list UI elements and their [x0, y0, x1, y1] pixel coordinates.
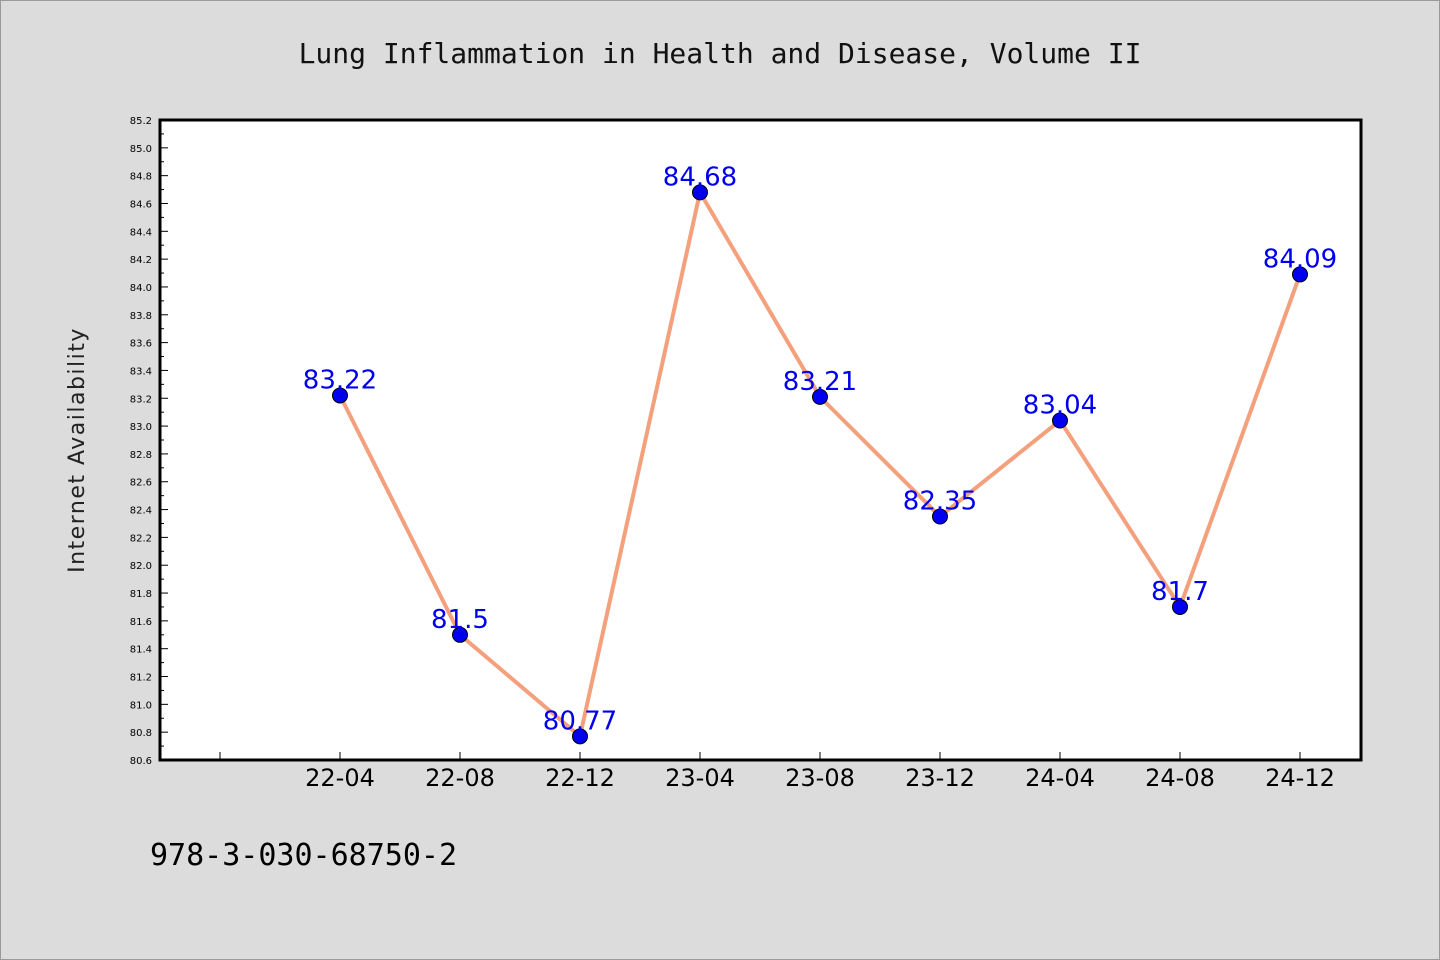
data-label-3: 84.68 — [663, 162, 737, 192]
y-axis: 80.6 80.8 81.0 81.2 81.4 81.6 81.8 82.0 82.2 82.4… — [130, 116, 168, 767]
x-tick-label-3: 23-04 — [665, 764, 735, 792]
data-point-8 — [1292, 266, 1308, 283]
y-tick-label-19: 84.4 — [130, 227, 152, 238]
y-tick-label-22: 85.0 — [130, 144, 152, 155]
data-point-7 — [1172, 598, 1188, 615]
data-label-6: 83.04 — [1023, 391, 1097, 421]
x-tick-label-1: 22-08 — [425, 764, 495, 792]
y-tick-label-9: 82.4 — [130, 506, 152, 517]
y-axis-label: Internet Availability — [65, 327, 90, 573]
y-tick-label-4: 81.4 — [130, 645, 152, 656]
y-tick-label-21: 84.8 — [130, 172, 152, 183]
x-tick-label-7: 24-08 — [1145, 764, 1215, 792]
chart-title: Lung Inflammation in Health and Disease,… — [299, 37, 1142, 70]
x-tick-label-8: 24-12 — [1265, 764, 1335, 792]
x-tick-label-0: 22-04 — [305, 764, 375, 792]
x-tick-label-5: 23-12 — [905, 764, 975, 792]
markers-group — [332, 184, 1308, 745]
data-labels-group: 83.22 81.5 80.77 84.68 83.21 82.35 83.04 81.7 84… — [303, 162, 1337, 736]
y-tick-label-2: 81.0 — [130, 700, 152, 711]
y-tick-label-3: 81.2 — [130, 673, 152, 684]
data-label-5: 82.35 — [903, 487, 977, 517]
data-point-6 — [1052, 412, 1068, 429]
y-tick-label-16: 83.8 — [130, 311, 152, 322]
y-tick-label-18: 84.2 — [130, 255, 152, 266]
x-axis: 22-04 22-08 22-12 23-04 23-08 23-12 24-04 24-08… — [219, 752, 1335, 792]
data-point-5 — [932, 508, 948, 525]
data-label-4: 83.21 — [783, 367, 857, 397]
y-tick-label-6: 81.8 — [130, 589, 152, 600]
data-point-0 — [332, 387, 348, 404]
x-tick-label-4: 23-08 — [785, 764, 855, 792]
data-label-1: 81.5 — [431, 605, 489, 635]
data-point-4 — [812, 388, 828, 405]
data-point-2 — [572, 728, 588, 745]
y-tick-label-20: 84.6 — [130, 199, 152, 210]
y-tick-label-12: 83.0 — [130, 422, 152, 433]
y-tick-label-5: 81.6 — [130, 617, 152, 628]
plot-area — [158, 118, 1363, 762]
y-tick-label-7: 82.0 — [130, 561, 152, 572]
footer-isbn: 978-3-030-68750-2 — [150, 838, 457, 873]
y-tick-label-11: 82.8 — [130, 450, 152, 461]
data-label-2: 80.77 — [543, 706, 617, 736]
data-point-1 — [452, 626, 468, 643]
y-tick-label-1: 80.8 — [130, 728, 152, 739]
y-tick-label-15: 83.6 — [130, 339, 152, 350]
y-tick-label-13: 83.2 — [130, 394, 152, 405]
data-label-0: 83.22 — [303, 365, 377, 395]
y-tick-label-23: 85.2 — [130, 116, 152, 127]
data-point-3 — [692, 184, 708, 201]
y-tick-label-10: 82.6 — [130, 478, 152, 489]
x-tick-label-6: 24-04 — [1025, 764, 1095, 792]
x-tick-label-2: 22-12 — [545, 764, 615, 792]
y-tick-label-8: 82.2 — [130, 533, 152, 544]
y-tick-label-14: 83.4 — [130, 366, 152, 377]
data-label-8: 84.09 — [1263, 244, 1337, 274]
y-tick-label-17: 84.0 — [130, 283, 152, 294]
y-tick-label-0: 80.6 — [130, 756, 152, 767]
data-label-7: 81.7 — [1151, 577, 1209, 607]
